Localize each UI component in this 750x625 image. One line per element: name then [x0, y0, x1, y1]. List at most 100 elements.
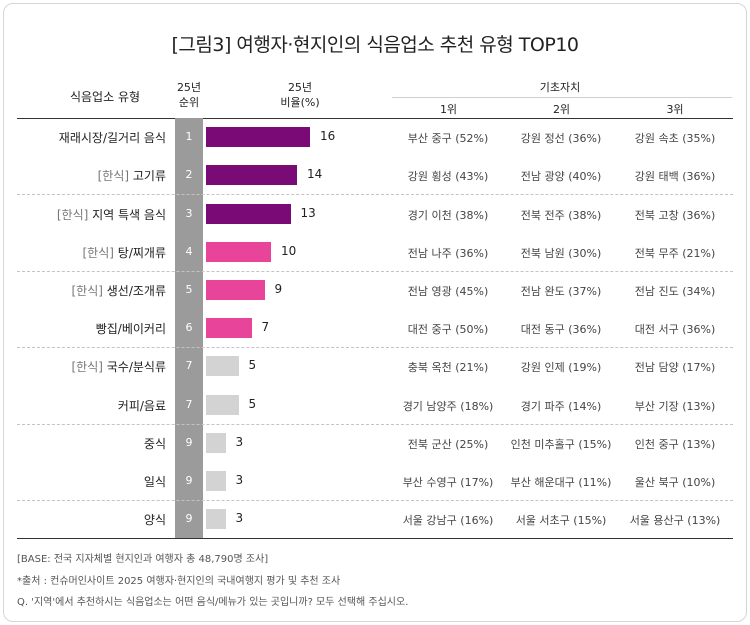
category-name: 일식 — [143, 474, 166, 489]
region-rank-2: 강원 정선 (36%) — [520, 132, 602, 146]
category-name: 고기류 — [132, 169, 166, 184]
rank-number: 2 — [185, 168, 193, 182]
row-divider — [17, 500, 733, 501]
rank-number: 3 — [185, 206, 193, 220]
category-label: 일식 — [144, 473, 166, 490]
note-question: Q. '지역'에서 추천하시는 식음업소는 어떤 음식/메뉴가 있는 곳입니까?… — [17, 597, 409, 608]
rank-number: 9 — [185, 473, 193, 487]
category-label: 중식 — [144, 435, 166, 452]
bar — [206, 318, 252, 339]
bar-value-label: 5 — [248, 358, 257, 373]
header-base-group: 기초자치 — [539, 81, 581, 94]
bar — [206, 470, 226, 491]
category-label: 양식 — [144, 511, 166, 528]
bar — [206, 394, 239, 415]
region-rank-3: 전북 무주 (21%) — [634, 246, 716, 260]
category-prefix: [한식] — [97, 169, 130, 184]
header-col1: 1위 — [439, 103, 458, 116]
bar-value-label: 3 — [235, 472, 244, 487]
region-rank-2: 전남 완도 (37%) — [520, 284, 602, 298]
category-name: 중식 — [143, 436, 166, 451]
header-rank: 25년 순위 — [168, 80, 210, 110]
region-rank-3: 전북 고창 (36%) — [634, 208, 716, 222]
bar — [206, 127, 310, 148]
bar — [206, 241, 271, 262]
category-label: [한식] 국수/분식류 — [71, 358, 166, 375]
rank-column — [175, 118, 203, 538]
bar — [206, 432, 226, 453]
region-rank-2: 서울 서초구 (15%) — [515, 514, 607, 528]
region-rank-1: 대전 중구 (50%) — [407, 323, 489, 337]
bar — [206, 509, 226, 530]
region-rank-2: 전북 남원 (30%) — [520, 246, 602, 260]
row-divider — [17, 347, 733, 349]
region-rank-1: 경기 남양주 (18%) — [402, 399, 494, 413]
row-divider — [17, 423, 733, 425]
chart-title: [그림3] 여행자·현지인의 식음업소 추천 유형 TOP10 — [171, 34, 579, 56]
header-col3: 3위 — [666, 103, 684, 116]
category-label: [한식] 고기류 — [98, 167, 166, 184]
region-rank-3: 인천 중구 (13%) — [634, 437, 716, 451]
rank-number: 1 — [185, 130, 193, 144]
header-divider — [17, 118, 733, 119]
footer-divider — [17, 538, 733, 539]
note-source: *출처 : 컨슈머인사이트 2025 여행자·현지인의 국내여행지 평가 및 추… — [17, 576, 341, 587]
region-rank-1: 전북 군산 (25%) — [407, 437, 489, 451]
header-category: 식음업소 유형 — [69, 90, 141, 104]
header-rank-year: 25년 — [176, 81, 202, 94]
bar-value-label: 5 — [248, 396, 257, 411]
bar-value-label: 7 — [261, 320, 270, 335]
category-label: [한식] 생선/조개류 — [71, 282, 166, 299]
category-prefix: [한식] — [56, 207, 89, 222]
region-rank-1: 부산 수영구 (17%) — [402, 475, 494, 489]
region-rank-2: 인천 미추홀구 (15%) — [510, 437, 612, 451]
header-ratio-year: 25년 — [287, 81, 313, 94]
bar-value-label: 3 — [235, 434, 244, 449]
bar-value-label: 14 — [307, 167, 323, 182]
bar-value-label: 10 — [281, 243, 297, 258]
header-ratio: 25년 비율(%) — [270, 80, 330, 110]
category-prefix: [한식] — [71, 283, 103, 298]
category-name: 커피/음료 — [117, 398, 166, 413]
bar — [206, 279, 265, 300]
card-frame — [3, 3, 747, 622]
bar-value-label: 16 — [320, 129, 336, 144]
bar — [206, 203, 291, 224]
category-prefix: [한식] — [71, 360, 103, 375]
header-ratio-label: 비율(%) — [280, 96, 320, 109]
category-name: 빵집/베이커리 — [95, 322, 166, 337]
region-rank-2: 경기 파주 (14%) — [520, 399, 602, 413]
note-base: [BASE: 전국 지자체별 현지인과 여행자 총 48,790명 조사] — [17, 554, 269, 565]
rank-number: 7 — [185, 397, 193, 411]
region-rank-2: 강원 인제 (19%) — [520, 361, 602, 375]
rank-number: 9 — [185, 512, 193, 526]
category-name: 국수/분식류 — [106, 360, 166, 375]
bar-value-label: 3 — [235, 511, 244, 526]
category-label: 빵집/베이커리 — [96, 320, 166, 337]
category-prefix: [한식] — [82, 245, 114, 260]
rank-number: 9 — [185, 435, 193, 449]
category-name: 재래시장/길거리 음식 — [58, 131, 166, 146]
region-rank-2: 부산 해운대구 (11%) — [510, 475, 612, 489]
category-label: [한식] 지역 특색 음식 — [57, 206, 166, 223]
bar — [206, 165, 297, 186]
category-label: 재래시장/길거리 음식 — [59, 129, 166, 146]
rank-number: 4 — [185, 244, 193, 258]
category-name: 탕/찌개류 — [117, 245, 166, 260]
region-rank-1: 부산 중구 (52%) — [407, 132, 489, 146]
rank-number: 6 — [185, 321, 193, 335]
row-divider — [17, 194, 733, 196]
region-rank-1: 경기 이천 (38%) — [407, 208, 489, 222]
header-col2: 2위 — [552, 103, 571, 116]
region-rank-2: 대전 동구 (36%) — [520, 323, 602, 337]
rank-number: 7 — [185, 359, 193, 373]
region-rank-1: 서울 강남구 (16%) — [402, 514, 494, 528]
region-rank-2: 전북 전주 (38%) — [520, 208, 602, 222]
rank-number: 5 — [185, 282, 193, 296]
category-label: [한식] 탕/찌개류 — [83, 244, 167, 261]
region-rank-3: 강원 속초 (35%) — [634, 132, 716, 146]
category-name: 지역 특색 음식 — [92, 207, 166, 222]
region-rank-2: 전남 광양 (40%) — [520, 170, 602, 184]
region-rank-3: 서울 용산구 (13%) — [629, 514, 721, 528]
region-rank-3: 강원 태백 (36%) — [634, 170, 716, 184]
